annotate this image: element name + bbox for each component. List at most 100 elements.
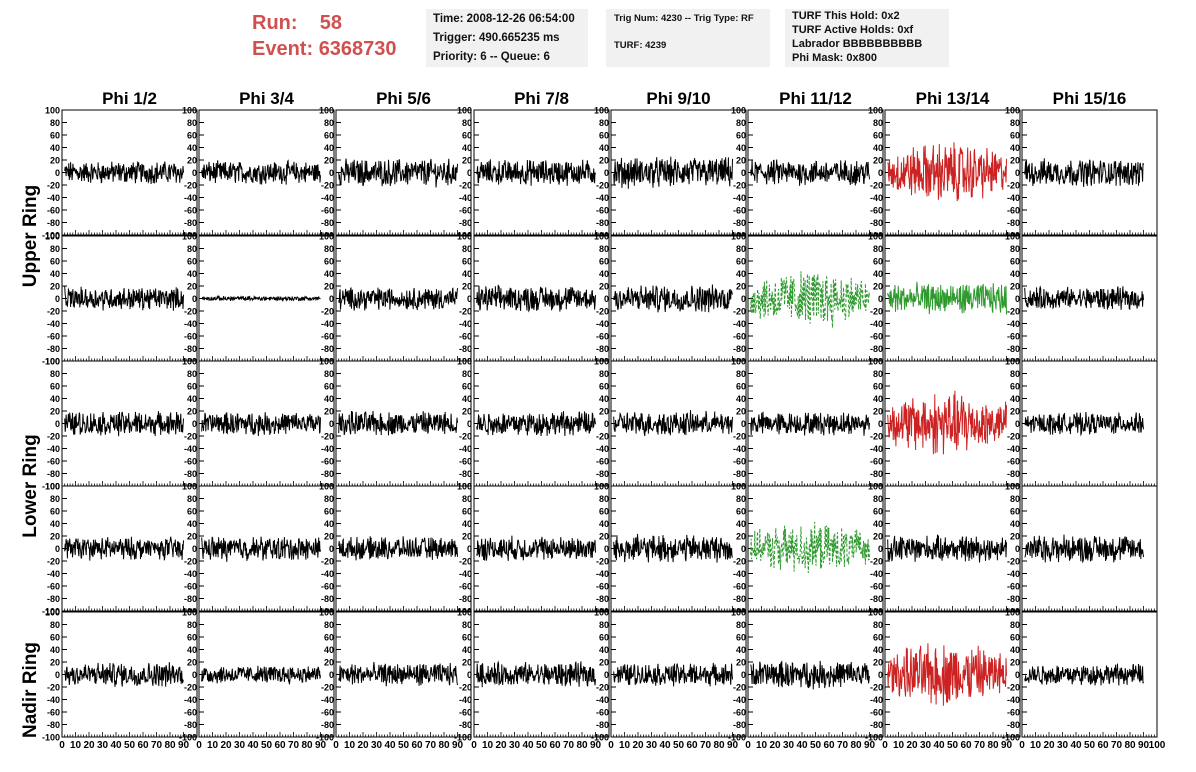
y-tick-label: 0 [192, 670, 197, 680]
y-tick-label: 20 [462, 407, 472, 417]
y-tick-label: -80 [1007, 344, 1020, 354]
y-tick-label: 80 [736, 118, 746, 128]
y-tick-label: 100 [594, 482, 609, 492]
y-tick-label: 0 [604, 544, 609, 554]
x-tick-label: 0 [608, 740, 614, 751]
y-tick-label: -20 [733, 432, 746, 442]
y-tick-label: 80 [324, 494, 334, 504]
y-tick-label: 80 [187, 369, 197, 379]
y-tick-label: -80 [1007, 469, 1020, 479]
x-tick-label: 80 [987, 740, 999, 751]
y-tick-label: 60 [1010, 507, 1020, 517]
y-tick-label: 80 [187, 620, 197, 630]
x-tick-label: 40 [522, 740, 534, 751]
y-tick-label: 80 [462, 118, 472, 128]
waveform-r2-c4 [476, 284, 596, 313]
y-tick-label: 0 [55, 168, 60, 178]
y-tick-label: 60 [324, 131, 334, 141]
waveform-r2-c1 [64, 286, 184, 311]
y-tick-label: 100 [1005, 357, 1020, 367]
y-tick-label: 0 [1015, 670, 1020, 680]
y-tick-label: 80 [324, 244, 334, 254]
waveform-r1-c8 [1024, 158, 1144, 187]
x-tick-label: 0 [882, 740, 888, 751]
y-tick-label: -60 [1007, 206, 1020, 216]
y-tick-label: -60 [47, 332, 60, 342]
y-tick-label: 20 [599, 658, 609, 668]
y-tick-label: 100 [182, 106, 197, 116]
y-tick-label: 100 [868, 482, 883, 492]
y-tick-label: -20 [596, 432, 609, 442]
y-tick-label: 0 [604, 419, 609, 429]
y-tick-label: -40 [1007, 193, 1020, 203]
y-tick-label: -60 [47, 708, 60, 718]
y-tick-label: -80 [321, 469, 334, 479]
waveform-r2-c8 [1024, 285, 1144, 310]
y-tick-label: -20 [870, 307, 883, 317]
y-tick-label: 40 [1010, 269, 1020, 279]
y-tick-label: 0 [467, 168, 472, 178]
waveform-r2-c6 [750, 271, 870, 328]
y-tick-label: 60 [736, 507, 746, 517]
event-row: Event: 6368730 [252, 36, 397, 62]
y-tick-label: 20 [187, 282, 197, 292]
y-tick-label: 80 [1010, 620, 1020, 630]
y-tick-label: -80 [47, 469, 60, 479]
y-tick-label: 20 [736, 156, 746, 166]
y-tick-label: 20 [462, 156, 472, 166]
y-tick-label: -20 [321, 557, 334, 567]
y-tick-label: 80 [324, 620, 334, 630]
trigger-info-box: Trig Num: 4230 -- Trig Type: RF TURF: 42… [606, 9, 770, 67]
y-tick-label: 40 [462, 394, 472, 404]
y-tick-label: 100 [731, 232, 746, 242]
y-tick-label: 0 [878, 168, 883, 178]
x-tick-label: 10 [756, 740, 768, 751]
y-tick-label: -20 [184, 307, 197, 317]
y-tick-label: 60 [873, 382, 883, 392]
y-tick-label: 0 [741, 670, 746, 680]
y-tick-label: 100 [1005, 482, 1020, 492]
y-tick-label: -40 [321, 193, 334, 203]
y-tick-label: 20 [50, 282, 60, 292]
y-tick-label: 60 [187, 257, 197, 267]
y-tick-label: 100 [319, 482, 334, 492]
y-tick-label: 40 [736, 519, 746, 529]
y-tick-label: 60 [599, 257, 609, 267]
x-tick-label: 20 [83, 740, 95, 751]
y-tick-label: -100 [179, 733, 197, 743]
y-tick-label: 60 [462, 633, 472, 643]
ring-label-1: Upper Ring [20, 185, 41, 287]
y-tick-label: 40 [599, 519, 609, 529]
x-tick-label: 50 [536, 740, 548, 751]
y-tick-label: -20 [47, 683, 60, 693]
turf-active-text: TURF Active Holds: 0xf [792, 24, 914, 36]
y-tick-label: -80 [733, 594, 746, 604]
y-tick-label: -20 [321, 432, 334, 442]
y-tick-label: -60 [870, 582, 883, 592]
x-tick-label: 50 [1084, 740, 1096, 751]
y-tick-label: 80 [873, 244, 883, 254]
y-tick-label: 100 [868, 106, 883, 116]
y-tick-label: 0 [467, 294, 472, 304]
y-tick-label: -40 [459, 569, 472, 579]
x-tick-label: 0 [471, 740, 477, 751]
column-header-3: Phi 5/6 [376, 89, 431, 108]
y-tick-label: -80 [459, 720, 472, 730]
x-tick-label: 70 [700, 740, 712, 751]
y-tick-label: -20 [47, 181, 60, 191]
y-tick-label: 20 [736, 407, 746, 417]
y-tick-label: 20 [599, 407, 609, 417]
y-tick-label: 40 [599, 143, 609, 153]
y-tick-label: 0 [329, 294, 334, 304]
y-tick-label: 40 [599, 269, 609, 279]
y-tick-label: 20 [187, 407, 197, 417]
y-tick-label: 0 [741, 544, 746, 554]
y-tick-label: 0 [192, 168, 197, 178]
y-tick-label: -100 [42, 231, 60, 241]
y-tick-label: 40 [324, 645, 334, 655]
y-tick-label: 20 [736, 532, 746, 542]
column-header-8: Phi 15/16 [1053, 89, 1127, 108]
ring-label-3: Nadir Ring [20, 642, 41, 738]
y-tick-label: 0 [604, 670, 609, 680]
y-tick-label: -60 [459, 332, 472, 342]
